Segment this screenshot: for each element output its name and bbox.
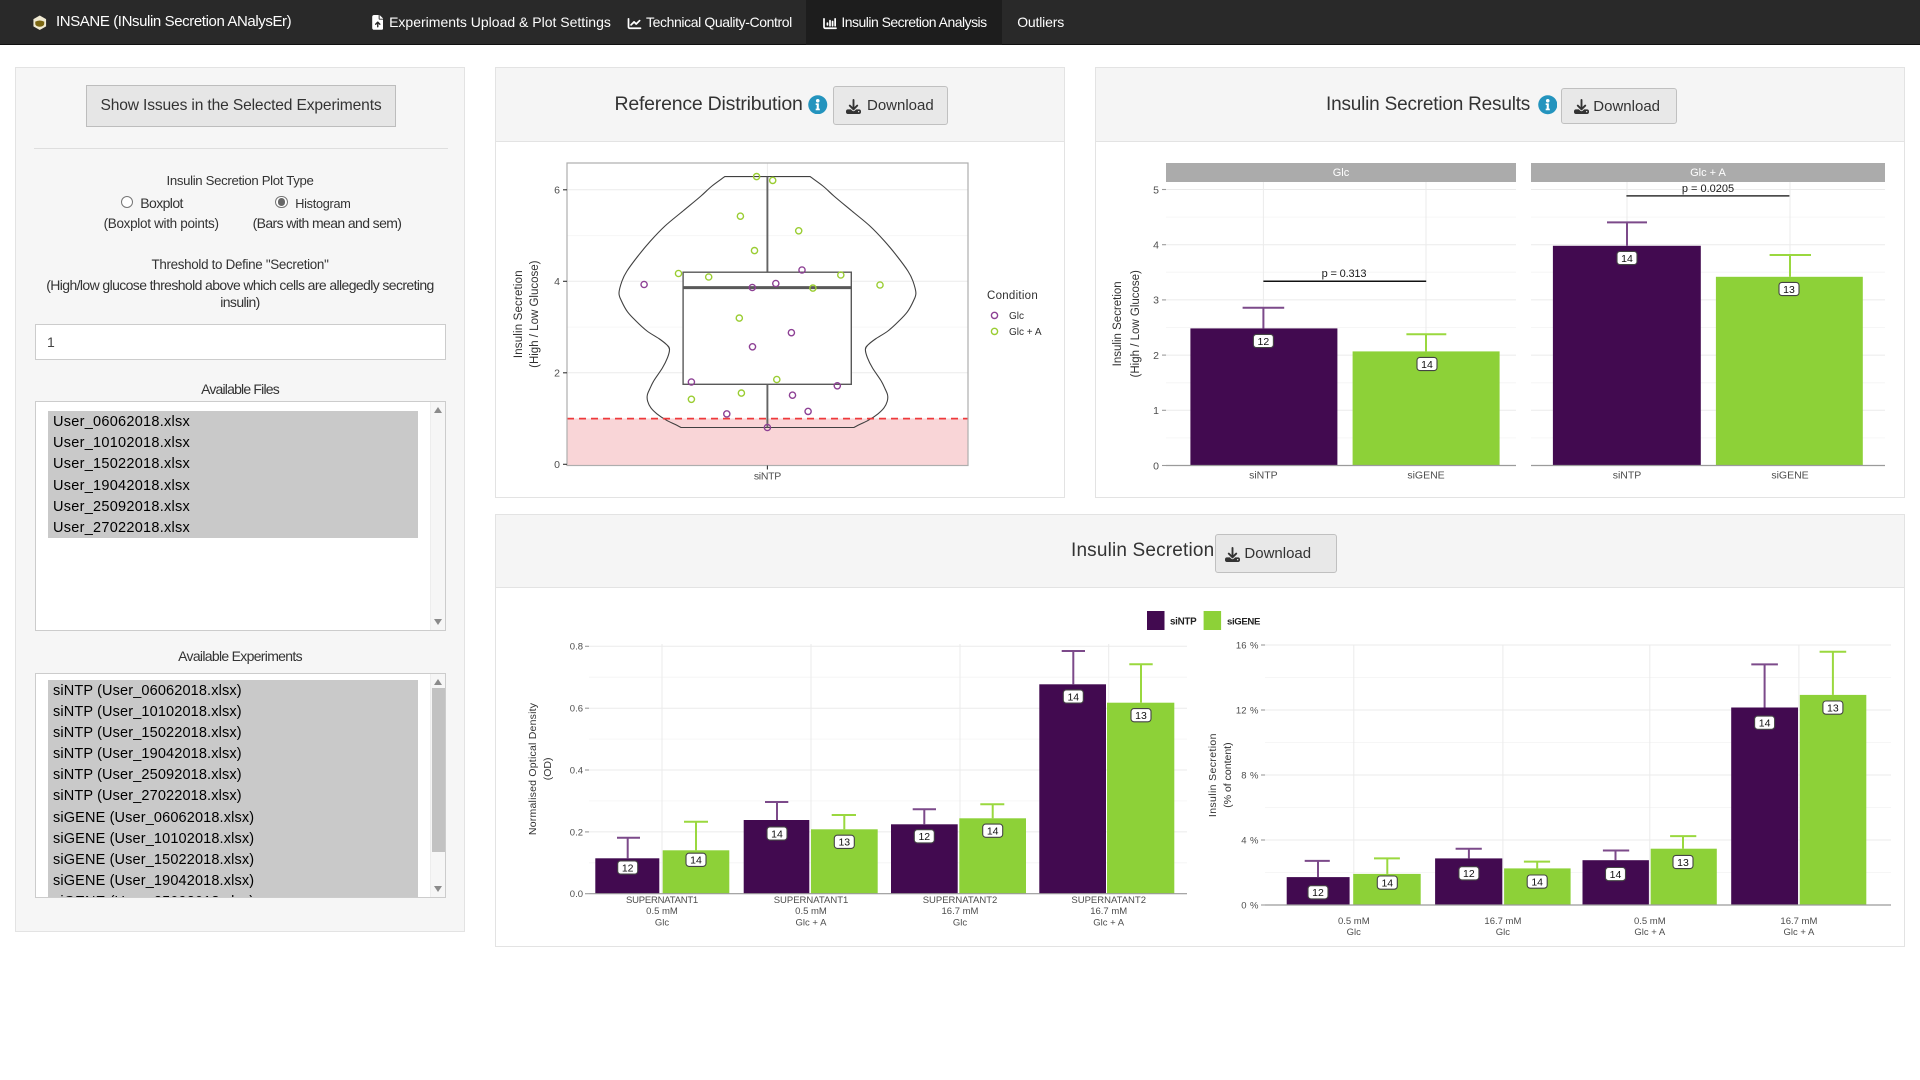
svg-text:siNTP: siNTP — [1170, 617, 1197, 628]
svg-text:3: 3 — [1153, 295, 1159, 307]
svg-text:(High / Low Glucose): (High / Low Glucose) — [1130, 270, 1142, 378]
svg-text:0.5 mM: 0.5 mM — [646, 906, 678, 917]
svg-text:siGENE: siGENE — [1407, 469, 1444, 481]
svg-text:p = 0.0205: p = 0.0205 — [1682, 183, 1734, 195]
svg-text:14: 14 — [1759, 718, 1771, 730]
svg-text:Glc + A: Glc + A — [1009, 327, 1042, 338]
svg-text:%: % — [1250, 900, 1259, 911]
svg-text:Glc: Glc — [953, 918, 968, 929]
svg-text:12: 12 — [1312, 887, 1324, 899]
svg-text:5: 5 — [1153, 184, 1159, 196]
svg-text:Insulin Secretion: Insulin Secretion — [513, 270, 525, 358]
svg-text:2: 2 — [1153, 350, 1159, 362]
svg-text:13: 13 — [1827, 702, 1839, 714]
svg-text:13: 13 — [1135, 710, 1147, 722]
svg-text:12: 12 — [1258, 336, 1270, 348]
svg-text:0: 0 — [554, 459, 560, 471]
svg-text:Glc + A: Glc + A — [1634, 927, 1666, 938]
svg-text:SUPERNATANT1: SUPERNATANT1 — [626, 895, 698, 906]
svg-text:siNTP: siNTP — [754, 471, 781, 483]
svg-text:14: 14 — [1531, 876, 1543, 888]
svg-text:0: 0 — [1153, 460, 1159, 472]
svg-text:13: 13 — [1677, 857, 1689, 869]
svg-text:p = 0.313: p = 0.313 — [1322, 268, 1367, 280]
svg-text:14: 14 — [987, 826, 999, 838]
svg-text:12: 12 — [1236, 705, 1247, 716]
svg-text:6: 6 — [554, 185, 560, 197]
svg-text:14: 14 — [1621, 253, 1633, 265]
svg-text:14: 14 — [771, 828, 783, 840]
svg-text:Glc: Glc — [1009, 311, 1024, 322]
svg-text:Condition: Condition — [987, 290, 1038, 302]
svg-text:0.2: 0.2 — [570, 827, 583, 838]
svg-text:SUPERNATANT2: SUPERNATANT2 — [923, 895, 998, 906]
svg-text:4: 4 — [1153, 240, 1159, 252]
svg-text:Insulin Secretion: Insulin Secretion — [1112, 281, 1124, 366]
svg-text:Glc + A: Glc + A — [1093, 918, 1125, 929]
svg-text:12: 12 — [622, 862, 634, 874]
svg-text:Glc + A: Glc + A — [1690, 167, 1726, 179]
svg-text:0.5 mM: 0.5 mM — [795, 906, 827, 917]
svg-text:16.7 mM: 16.7 mM — [1780, 916, 1817, 927]
svg-text:%: % — [1250, 835, 1259, 846]
svg-text:SUPERNATANT2: SUPERNATANT2 — [1071, 895, 1146, 906]
svg-text:8: 8 — [1241, 770, 1246, 781]
svg-text:Glc: Glc — [1496, 927, 1511, 938]
svg-text:14: 14 — [690, 855, 702, 867]
svg-text:4: 4 — [1241, 835, 1246, 846]
svg-text:0.0: 0.0 — [570, 889, 583, 900]
svg-text:12: 12 — [918, 831, 930, 843]
svg-text:0.4: 0.4 — [570, 765, 583, 776]
svg-text:13: 13 — [838, 837, 850, 849]
svg-text:16: 16 — [1236, 640, 1247, 651]
svg-text:Normalised Optical Density: Normalised Optical Density — [527, 702, 539, 835]
svg-text:0.8: 0.8 — [570, 642, 583, 653]
svg-text:16.7 mM: 16.7 mM — [1484, 916, 1521, 927]
svg-text:siNTP: siNTP — [1249, 469, 1278, 481]
svg-text:Glc: Glc — [1347, 927, 1362, 938]
svg-text:(High / Low Glucose): (High / Low Glucose) — [529, 260, 541, 368]
svg-text:siNTP: siNTP — [1613, 469, 1642, 481]
svg-text:%: % — [1250, 770, 1259, 781]
svg-text:14: 14 — [1421, 359, 1433, 371]
svg-text:0: 0 — [1241, 900, 1246, 911]
svg-text:siGENE: siGENE — [1227, 617, 1261, 628]
svg-text:16.7 mM: 16.7 mM — [942, 906, 979, 917]
svg-text:(% of content): (% of content) — [1222, 742, 1234, 807]
svg-text:14: 14 — [1067, 691, 1079, 703]
svg-text:1: 1 — [1153, 405, 1159, 417]
svg-text:Insulin Secretion: Insulin Secretion — [1207, 733, 1219, 817]
svg-text:Glc + A: Glc + A — [796, 918, 828, 929]
svg-text:%: % — [1250, 640, 1259, 651]
svg-text:14: 14 — [1381, 877, 1393, 889]
svg-text:%: % — [1250, 705, 1259, 716]
svg-text:siGENE: siGENE — [1771, 469, 1808, 481]
svg-text:Glc + A: Glc + A — [1783, 927, 1815, 938]
svg-text:0.6: 0.6 — [570, 704, 583, 715]
svg-text:Glc: Glc — [655, 918, 670, 929]
svg-text:0.5 mM: 0.5 mM — [1634, 916, 1666, 927]
svg-text:13: 13 — [1783, 284, 1795, 296]
svg-text:SUPERNATANT1: SUPERNATANT1 — [774, 895, 849, 906]
svg-text:Glc: Glc — [1333, 167, 1350, 179]
svg-text:0.5 mM: 0.5 mM — [1338, 916, 1370, 927]
svg-text:12: 12 — [1463, 868, 1475, 880]
svg-text:4: 4 — [554, 276, 560, 288]
svg-text:14: 14 — [1610, 869, 1622, 881]
svg-text:16.7 mM: 16.7 mM — [1090, 906, 1127, 917]
svg-text:2: 2 — [554, 368, 560, 380]
svg-text:(OD): (OD) — [542, 758, 554, 781]
